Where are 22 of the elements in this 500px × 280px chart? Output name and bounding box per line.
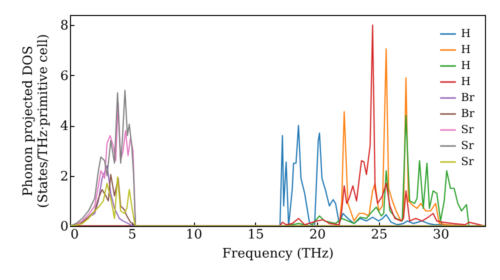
- x-tick-label: 15: [247, 228, 264, 242]
- x-tick-label: 20: [309, 228, 326, 242]
- legend-label: Sr: [461, 155, 475, 168]
- x-axis-title: Frequency (THz): [222, 246, 334, 262]
- y-tick-label: 2: [60, 169, 68, 184]
- legend-label: H: [461, 27, 471, 40]
- legend-label: Br: [461, 91, 476, 104]
- x-tick-label: 30: [432, 228, 450, 242]
- legend-label: Br: [461, 107, 476, 120]
- y-axis-title: Phonon projected DOS (States/THz·primitive cell): [21, 34, 52, 208]
- x-tick-label: 25: [371, 228, 388, 242]
- legend-label: H: [461, 75, 471, 88]
- y-tick-label: 4: [60, 119, 68, 134]
- legend-label: Sr: [461, 123, 475, 136]
- x-tick-label: 5: [128, 228, 136, 242]
- y-tick-label: 6: [60, 68, 68, 84]
- legend-label: H: [461, 59, 471, 72]
- y-tick-label: 8: [60, 18, 68, 34]
- legend-label: Sr: [461, 139, 475, 152]
- x-tick-label: 0: [70, 228, 79, 242]
- legend-label: H: [461, 43, 471, 56]
- x-tick-label: 10: [186, 228, 202, 242]
